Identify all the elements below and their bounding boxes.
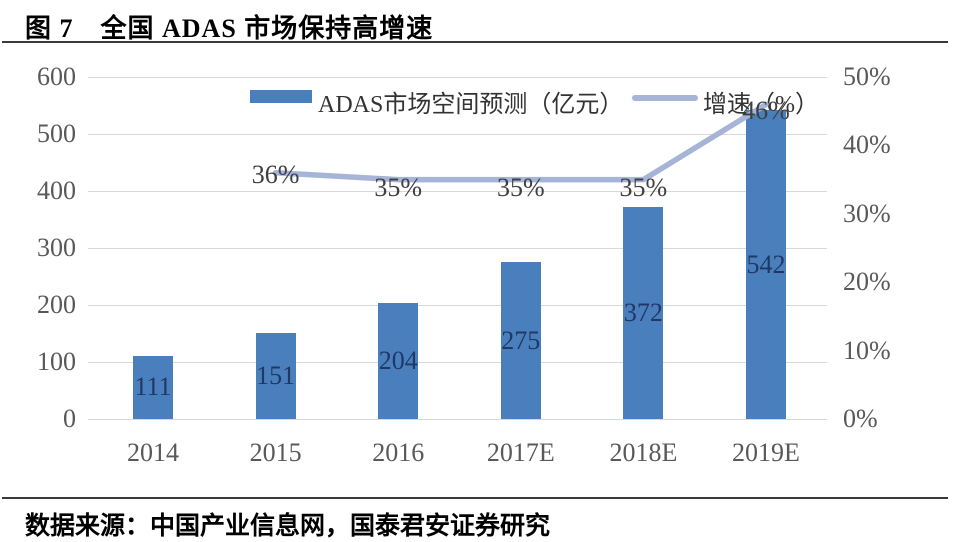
bar-value-label: 275 bbox=[501, 325, 541, 355]
x-axis-tick-label: 2016 bbox=[372, 438, 425, 467]
x-axis-tick-label: 2019E bbox=[732, 438, 800, 467]
y-axis-right-tick-label: 10% bbox=[843, 335, 891, 365]
title-divider bbox=[2, 41, 948, 43]
gridline bbox=[88, 361, 827, 363]
gridline bbox=[88, 304, 827, 306]
y-axis-left-tick-label: 600 bbox=[37, 64, 76, 91]
bar-value-label: 372 bbox=[623, 297, 663, 327]
gridline bbox=[88, 76, 827, 78]
gridline bbox=[88, 133, 827, 135]
y-axis-right-tick-label: 20% bbox=[843, 267, 891, 297]
bar bbox=[255, 332, 296, 419]
x-axis-tick-label: 2017E bbox=[486, 438, 555, 467]
bar bbox=[500, 262, 541, 419]
footer-divider bbox=[2, 497, 948, 499]
y-axis-right-tick-label: 30% bbox=[843, 198, 891, 228]
chart-area: 600 500 400 300 200 100 0 50% 40% 30% 20% 10% 0% 2014… bbox=[0, 64, 960, 480]
bar-value-label: 111 bbox=[134, 372, 172, 402]
bar bbox=[623, 206, 664, 419]
chart-plot: 600 500 400 300 200 100 0 50% 40% 30% 20% 10% 0% 2014… bbox=[0, 64, 960, 480]
x-axis-tick-label: 2014 bbox=[127, 438, 179, 467]
data-source-note: 数据来源：中国产业信息网，国泰君安证券研究 bbox=[25, 513, 551, 540]
line-value-label: 35% bbox=[619, 172, 668, 202]
y-axis-left-tick-label: 300 bbox=[37, 233, 76, 262]
x-axis-tick-label: 2015 bbox=[249, 438, 302, 467]
x-axis-tick-label: 2018E bbox=[609, 438, 678, 467]
bar bbox=[133, 355, 173, 419]
bar bbox=[378, 302, 419, 419]
bar-value-label: 542 bbox=[746, 249, 786, 279]
line-value-label: 46% bbox=[742, 96, 790, 126]
y-axis-left-tick-label: 500 bbox=[37, 119, 76, 148]
y-axis-right-tick-label: 50% bbox=[843, 64, 891, 91]
bar-value-label: 151 bbox=[256, 360, 296, 390]
y-axis-left-tick-label: 0 bbox=[63, 404, 76, 433]
y-axis-left-tick-label: 200 bbox=[37, 290, 76, 319]
y-axis-left-tick-label: 100 bbox=[37, 347, 76, 376]
y-axis-right-tick-label: 40% bbox=[843, 130, 891, 160]
gridline bbox=[88, 247, 827, 249]
gridline bbox=[88, 190, 827, 192]
y-axis-right-tick-label: 0% bbox=[843, 404, 878, 433]
line-value-label: 35% bbox=[374, 172, 423, 202]
bar-value-label: 204 bbox=[378, 345, 418, 375]
line-value-label: 36% bbox=[251, 159, 300, 189]
growth-line bbox=[272, 101, 769, 183]
figure-title: 图 7 全国 ADAS 市场保持高增速 bbox=[25, 14, 434, 43]
y-axis-left-tick-label: 400 bbox=[37, 176, 76, 205]
gridline bbox=[88, 418, 827, 420]
line-value-label: 35% bbox=[496, 172, 545, 202]
